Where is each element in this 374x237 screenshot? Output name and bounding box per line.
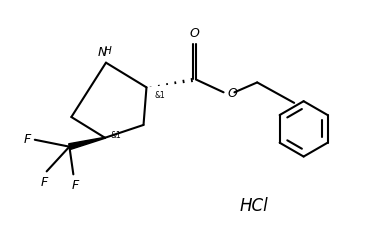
Text: F: F — [72, 179, 79, 192]
Text: O: O — [227, 87, 237, 100]
Text: O: O — [190, 27, 200, 40]
Text: F: F — [24, 133, 31, 146]
Text: &1: &1 — [111, 131, 122, 140]
Text: &1: &1 — [154, 91, 165, 100]
Text: H: H — [104, 46, 112, 56]
Polygon shape — [69, 137, 105, 150]
Text: N: N — [97, 46, 107, 59]
Text: HCl: HCl — [240, 197, 269, 215]
Text: F: F — [41, 176, 48, 189]
